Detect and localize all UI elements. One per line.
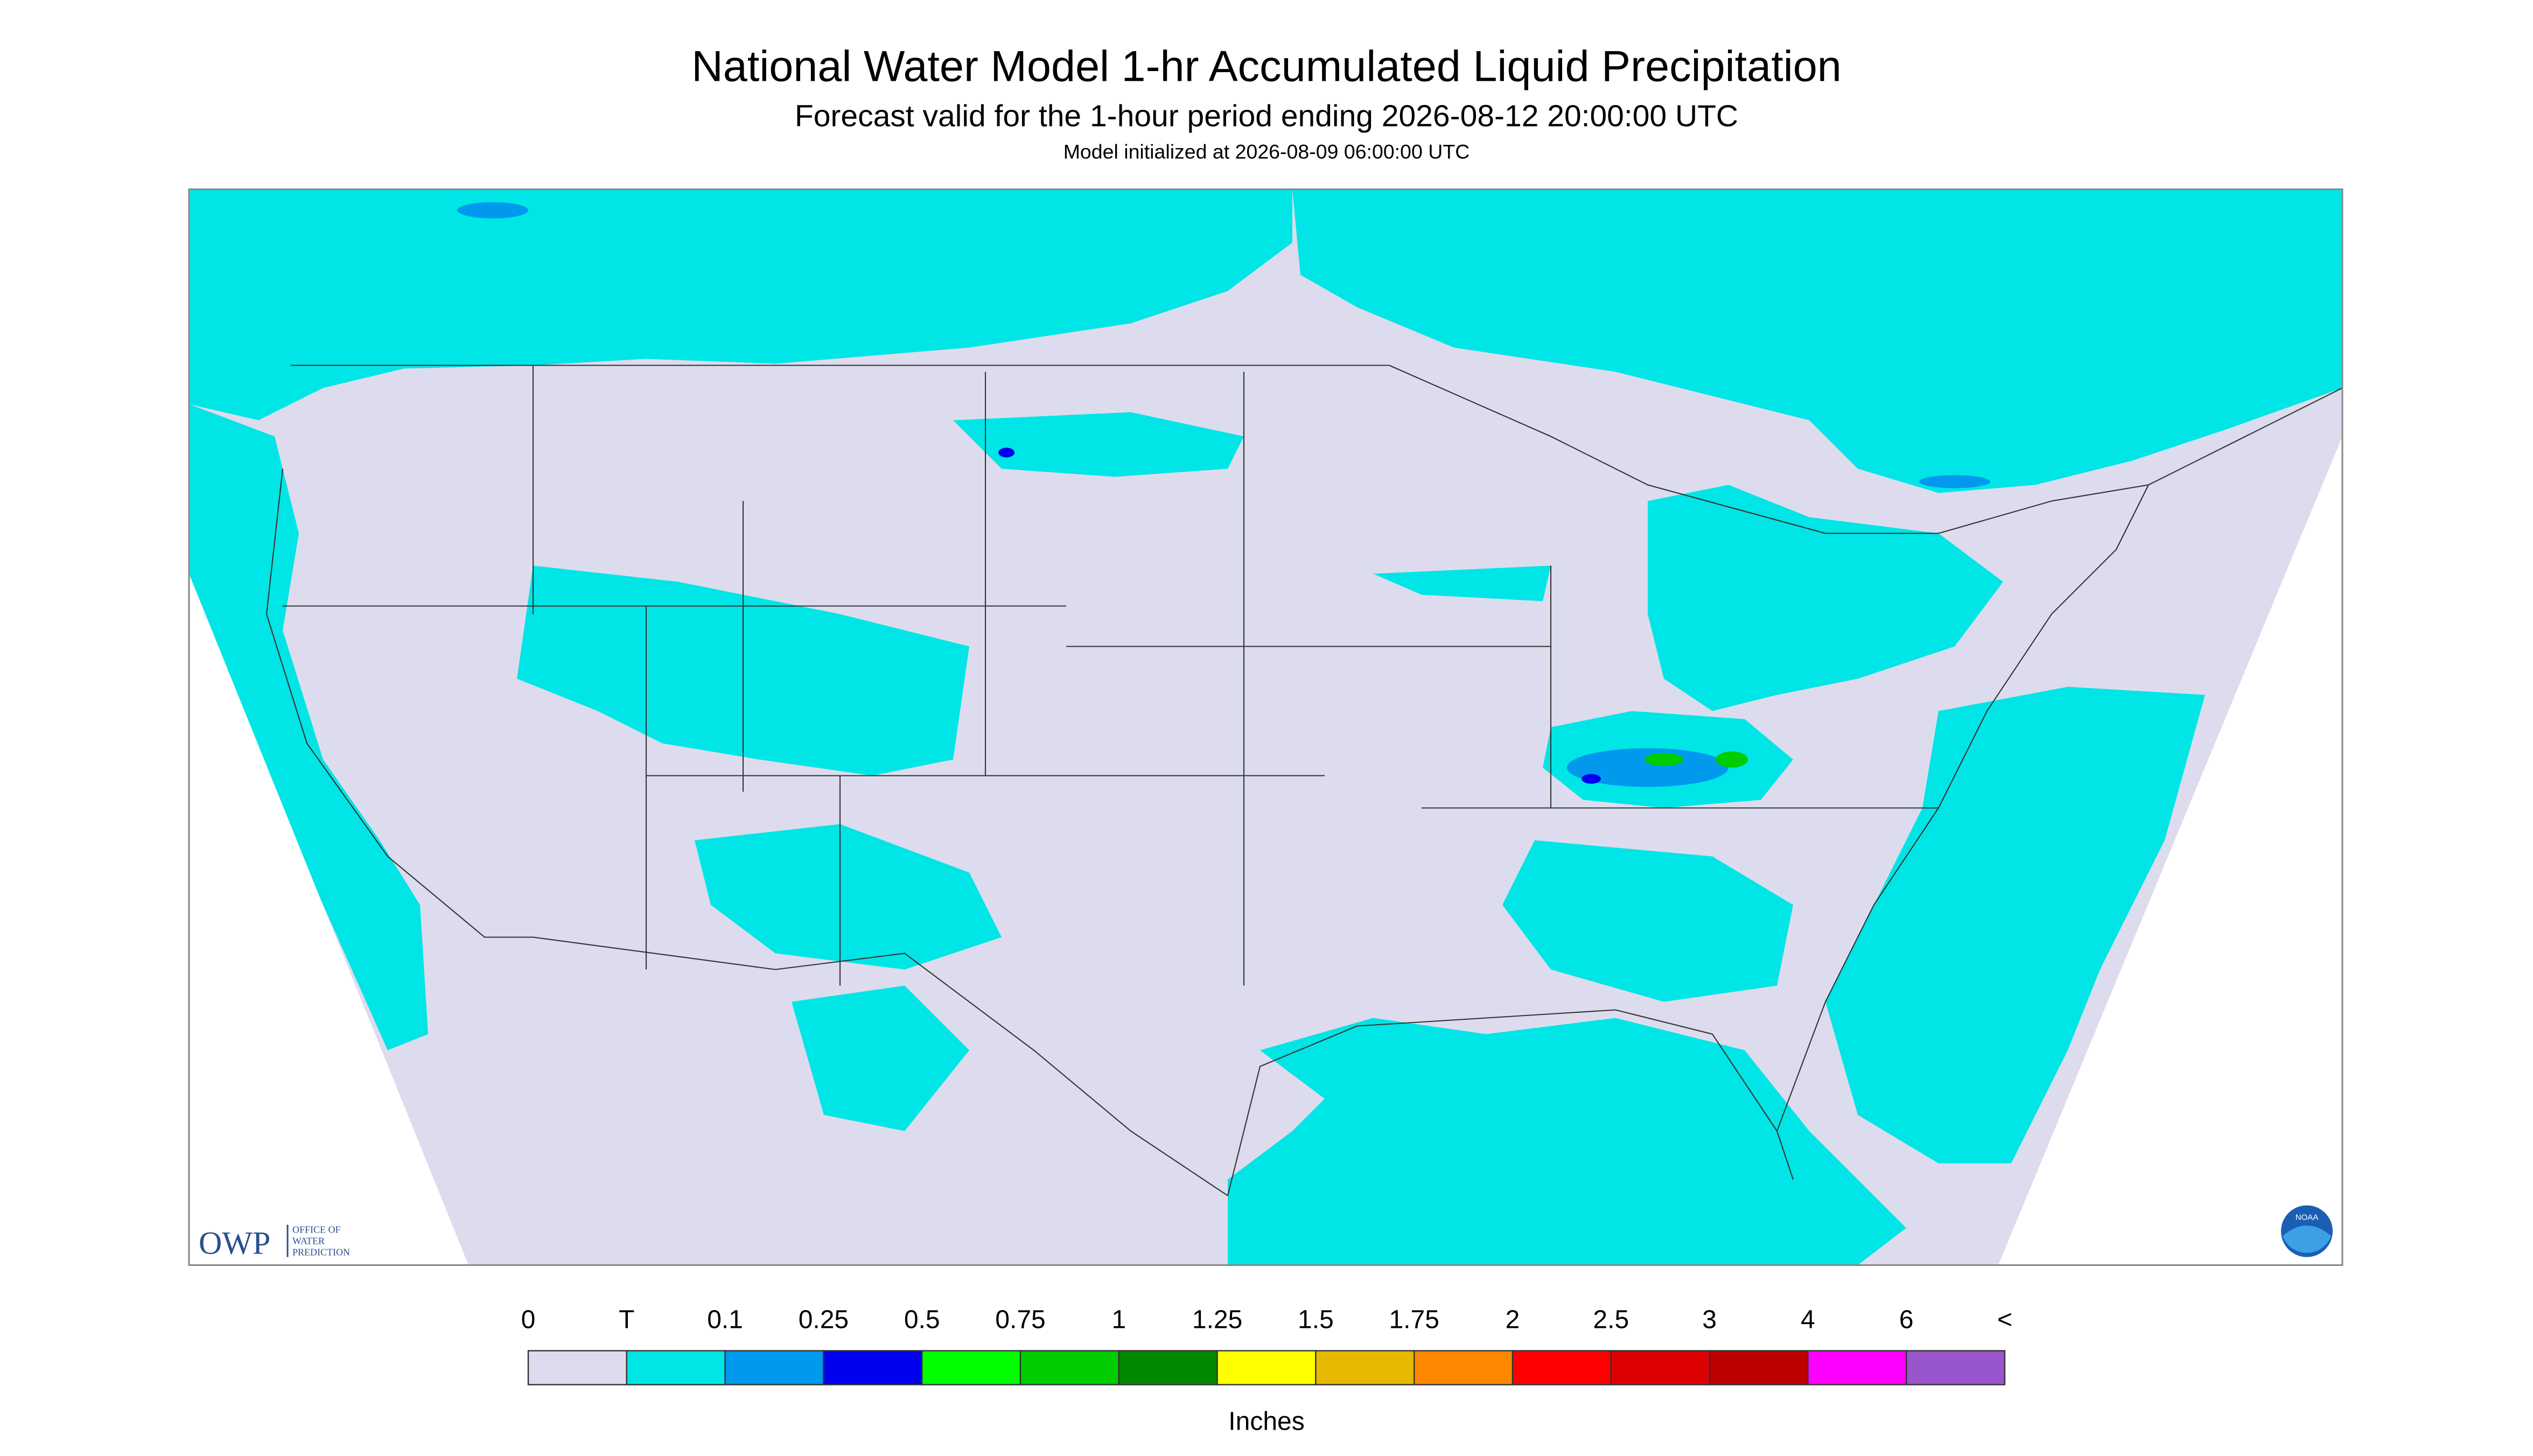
legend-swatch <box>1315 1350 1415 1385</box>
owp-text: OWP <box>199 1226 270 1261</box>
subtitle: Forecast valid for the 1-hour period end… <box>795 99 1738 134</box>
legend-unit: Inches <box>1228 1408 1304 1436</box>
legend-swatch <box>1512 1350 1612 1385</box>
title: National Water Model 1-hr Accumulated Li… <box>691 43 1842 91</box>
init-time: Model initialized at 2026-08-09 06:00:00… <box>1063 141 1470 163</box>
rain-area <box>1373 565 1551 601</box>
owp-water: WATER <box>292 1236 325 1247</box>
legend-label: 0.1 <box>707 1306 743 1334</box>
legend-label: < <box>1997 1306 2012 1334</box>
legend-swatch <box>724 1350 824 1385</box>
legend-swatch <box>527 1350 628 1385</box>
legend-swatch <box>626 1350 726 1385</box>
rain-heavy <box>1567 748 1729 787</box>
rain-area <box>1292 189 2342 493</box>
rain-heavy <box>1582 774 1601 784</box>
legend-swatch <box>1019 1350 1120 1385</box>
legend-label: T <box>619 1306 634 1334</box>
rain-heavy <box>1645 753 1683 766</box>
legend-label: 6 <box>1899 1306 1914 1334</box>
legend-label: 2.5 <box>1593 1306 1629 1334</box>
borders <box>265 365 2343 1196</box>
legend-swatch <box>823 1350 923 1385</box>
rain-heavy <box>998 447 1014 458</box>
legend-label: 1.75 <box>1389 1306 1439 1334</box>
coast-line <box>1227 485 2149 1196</box>
rain-area <box>1648 485 2003 711</box>
legend-label: 0.75 <box>995 1306 1045 1334</box>
coast-line <box>265 468 533 938</box>
legend: 0 T 0.1 0.25 0.5 0.75 1 1.25 1.5 1.75 2 2.5 3 4 6 < <box>521 1306 2012 1385</box>
legend-swatch <box>1414 1350 1514 1385</box>
noaa-logo: NOAA <box>2281 1205 2333 1257</box>
rain-heavy <box>457 202 528 219</box>
out-of-domain <box>189 573 468 1265</box>
out-of-domain <box>1998 436 2342 1265</box>
legend-label: 1.5 <box>1298 1306 1334 1334</box>
legend-swatch <box>1118 1350 1218 1385</box>
rain-area <box>1502 840 1793 1002</box>
legend-swatch <box>1807 1350 1907 1385</box>
legend-swatch <box>1216 1350 1317 1385</box>
legend-swatch <box>1610 1350 1710 1385</box>
rain-area <box>953 412 1244 477</box>
legend-swatch <box>921 1350 1021 1385</box>
rain-area <box>1825 687 2205 1164</box>
legend-label: 1.25 <box>1192 1306 1242 1334</box>
border-line <box>291 365 2343 534</box>
legend-label: 1 <box>1111 1306 1126 1334</box>
border-line <box>283 365 1939 1196</box>
legend-label: 4 <box>1801 1306 1815 1334</box>
rain-area <box>189 189 1292 421</box>
precip-areas <box>189 189 2342 1265</box>
rain-area <box>189 404 428 1051</box>
legend-label: 0.25 <box>799 1306 849 1334</box>
legend-swatch <box>1905 1350 2006 1385</box>
legend-label: 0.5 <box>904 1306 940 1334</box>
rain-area <box>1228 1018 1906 1265</box>
legend-swatch <box>1709 1350 1809 1385</box>
map: OWP OFFICE OF WATER PREDICTION NOAA <box>188 188 2343 1266</box>
legend-label: 3 <box>1702 1306 1717 1334</box>
rain-area <box>695 824 1002 970</box>
legend-label: 0 <box>521 1306 536 1334</box>
rain-heavy <box>1716 751 1748 768</box>
noaa-wave <box>2283 1226 2331 1253</box>
owp-office: OFFICE OF <box>292 1224 341 1235</box>
rain-area <box>792 985 969 1131</box>
owp-prediction: PREDICTION <box>292 1247 350 1258</box>
noaa-text: NOAA <box>2296 1213 2319 1222</box>
map-frame <box>188 188 2343 1266</box>
legend-label: 2 <box>1506 1306 1520 1334</box>
owp-logo: OWP OFFICE OF WATER PREDICTION <box>199 1224 350 1261</box>
rain-heavy <box>1919 475 1990 488</box>
